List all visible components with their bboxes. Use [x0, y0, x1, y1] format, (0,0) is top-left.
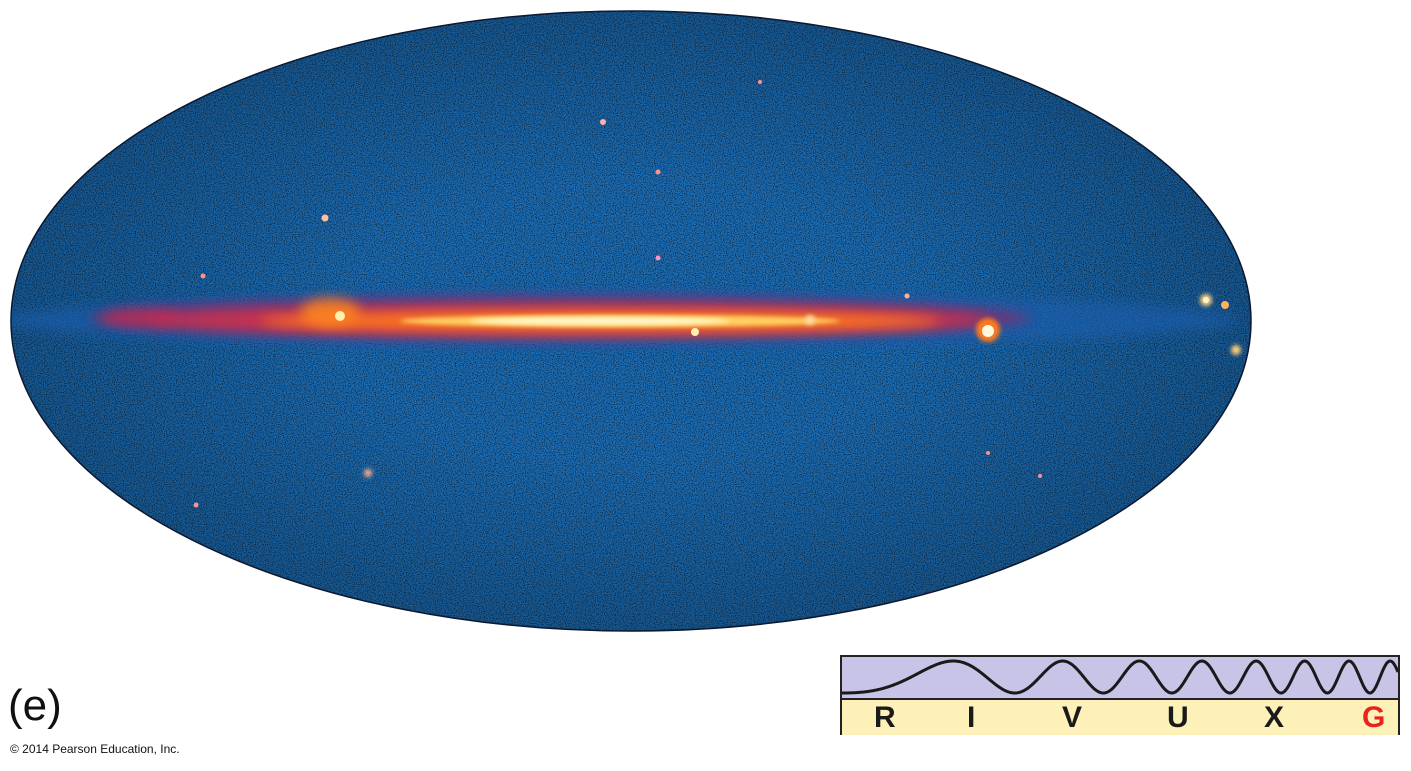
gamma-ray-point-sources: [193, 80, 1241, 508]
band-letter-i: I: [967, 701, 976, 734]
wavelength-wave-graphic: [842, 657, 1398, 698]
sky-map-outline: [10, 10, 1252, 632]
band-letter-v: V: [1062, 701, 1083, 734]
band-letter-x: X: [1264, 701, 1285, 734]
wave-line: [842, 659, 1398, 695]
all-sky-gamma-ray-map: [10, 10, 1252, 632]
band-letter-g: G: [1362, 701, 1386, 734]
copyright-notice: © 2014 Pearson Education, Inc.: [10, 742, 180, 756]
galactic-plane: [11, 292, 1240, 348]
band-letter-u: U: [1167, 701, 1189, 734]
band-letter-r: R: [874, 701, 896, 734]
panel-label: (e): [8, 681, 62, 730]
